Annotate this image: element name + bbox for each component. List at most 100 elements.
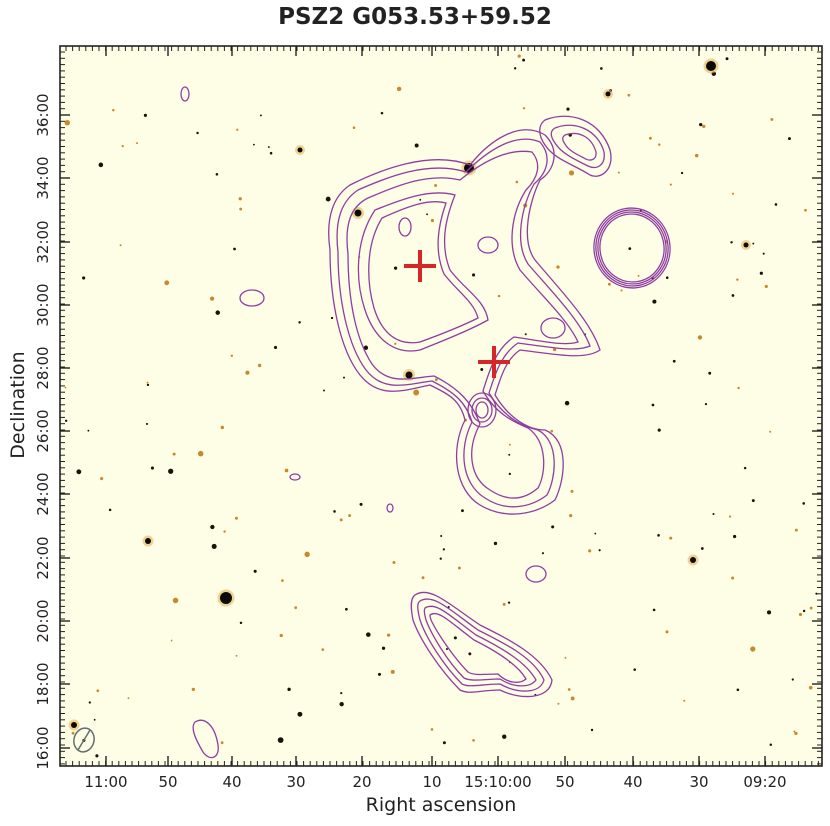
optical-source [570,696,575,701]
optical-source [657,534,660,537]
optical-source [211,543,217,549]
optical-source [793,730,796,733]
axis-ticks [60,46,822,766]
optical-source [502,734,507,739]
optical-source [762,252,765,255]
bright-source [297,147,303,153]
optical-source [321,648,325,651]
optical-source [457,566,461,570]
optical-source [325,196,331,202]
optical-source [683,699,686,702]
optical-source [759,271,763,275]
optical-source [348,514,352,518]
optical-source [340,692,343,695]
optical-source [442,548,445,551]
optical-source [752,242,755,245]
optical-source [732,534,737,539]
x-tick-label: 10 [422,773,441,791]
optical-source [480,368,484,371]
optical-source [257,363,262,368]
x-tick-label: 50 [555,773,574,791]
y-tick-labels: 16:00 18:00 20:00 22:00 24:00 26:00 28:00 30:00… [34,93,52,769]
x-tick-label: 50 [158,773,177,791]
optical-source [269,151,273,155]
optical-source [669,536,673,540]
optical-source [223,530,226,533]
optical-source [119,244,122,247]
optical-source [600,67,603,70]
optical-source [809,606,813,610]
optical-source [552,347,557,352]
optical-source [352,126,356,129]
beam-ellipse-icon [73,727,95,753]
optical-source [146,381,149,384]
optical-source [787,137,791,141]
optical-source [564,656,567,659]
bright-source [405,371,413,379]
optical-source [304,551,310,558]
optical-source [239,207,243,211]
optical-source [127,697,130,700]
x-tick-label: 20 [352,773,371,791]
optical-source [804,208,807,212]
optical-source [737,386,740,390]
optical-source [88,701,91,704]
optical-source [567,688,571,691]
optical-source [259,114,262,117]
optical-source [564,400,570,406]
optical-source [628,247,632,251]
optical-source [508,453,511,456]
bright-source [71,722,77,728]
optical-source [390,669,395,674]
optical-source [359,502,363,506]
optical-source [751,499,755,503]
optical-source [699,122,703,127]
optical-source [736,278,739,281]
optical-source [253,569,257,573]
optical-source [522,107,526,110]
x-tick-label: 40 [222,773,241,791]
optical-source [461,509,464,513]
optical-source [588,549,592,553]
optical-source [64,120,70,126]
optical-source [522,58,526,62]
y-tick-label: 18:00 [34,662,52,705]
optical-source [556,265,560,269]
optical-source [672,359,676,363]
optical-source [736,688,740,692]
optical-source [281,579,284,582]
optical-source [343,376,345,379]
optical-source [377,672,382,676]
optical-source [731,294,735,297]
optical-source [708,371,712,375]
optical-source [769,430,772,433]
optical-source [566,107,570,111]
optical-source [598,549,601,552]
optical-source [393,266,398,270]
optical-source [551,525,555,529]
optical-source [196,131,199,135]
optical-source [802,502,806,505]
optical-source [541,552,545,555]
optical-source [170,639,173,642]
optical-image [60,46,822,766]
optical-source [657,428,661,432]
cluster-centre-markers [404,250,510,378]
optical-source [569,514,573,518]
optical-source [366,632,371,637]
optical-source [210,524,215,530]
optical-source [274,345,278,350]
optical-source [421,576,425,580]
optical-source [791,678,794,681]
y-tick-label: 30:00 [34,283,52,326]
optical-source [82,276,86,280]
optical-source [71,731,75,735]
optical-source [121,144,124,148]
x-tick-label: 30 [286,773,305,791]
y-tick-label: 32:00 [34,220,52,263]
optical-source [284,468,289,473]
optical-source [434,184,438,187]
optical-source [652,299,657,304]
optical-source [770,118,774,121]
